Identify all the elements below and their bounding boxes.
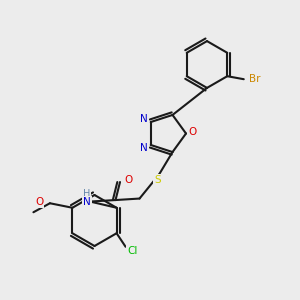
Text: O: O bbox=[35, 197, 44, 207]
Text: S: S bbox=[154, 175, 161, 185]
Text: O: O bbox=[124, 175, 133, 184]
Text: H: H bbox=[83, 189, 91, 199]
Text: Br: Br bbox=[248, 74, 260, 84]
Text: O: O bbox=[188, 127, 197, 137]
Text: N: N bbox=[83, 196, 91, 206]
Text: N: N bbox=[140, 114, 148, 124]
Text: N: N bbox=[140, 143, 148, 153]
Text: Cl: Cl bbox=[127, 246, 137, 256]
